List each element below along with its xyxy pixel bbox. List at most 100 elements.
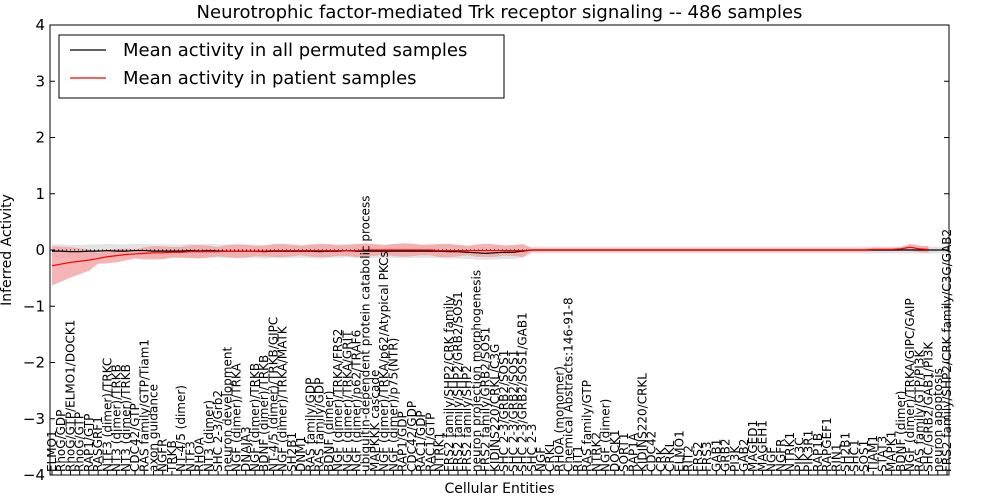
x-tick-label: RAC1/GDP bbox=[414, 410, 428, 472]
x-tick-label: RAS family/GDP bbox=[303, 378, 317, 472]
x-tick-label: RAC1/GTP bbox=[423, 413, 437, 472]
x-axis-ticks: ELMO1RhoG/GDPRhoG/GTP/ELMO1/DOCK1RhoG/GT… bbox=[45, 196, 954, 475]
x-tick-label: NTF3 (dimer)/TRKC bbox=[100, 358, 114, 472]
x-tick-label: SOS1 bbox=[857, 440, 871, 472]
x-tick-label: RAP1/GTP bbox=[82, 414, 96, 472]
x-tick-label: CDC42/GTP bbox=[128, 403, 142, 472]
plot-frame bbox=[49, 24, 950, 476]
x-tick-label: SHC 2-3/GRB2/SOS1 bbox=[497, 350, 511, 472]
x-tick-label: RIT2 bbox=[682, 445, 696, 472]
x-tick-label: GAB1 bbox=[709, 439, 723, 472]
x-tick-label: RAS family/GTP/PI3K bbox=[912, 349, 926, 472]
x-tick-label: MAPK1 bbox=[885, 431, 899, 472]
x-tick-label: SHC 2-3 bbox=[525, 424, 539, 472]
x-tick-label: NTRK2 bbox=[589, 432, 603, 472]
y-tick-label: −3 bbox=[23, 410, 45, 428]
y-tick-label: 4 bbox=[35, 16, 45, 34]
x-axis-title: Cellular Entities bbox=[444, 481, 554, 497]
x-tick-label: SH2B1 bbox=[285, 432, 299, 472]
x-tick-label: ELMO1 bbox=[672, 430, 686, 472]
x-tick-label: RAS family/GTP bbox=[580, 380, 594, 472]
x-tick-label: GRB2 bbox=[719, 438, 733, 472]
y-tick-label: 2 bbox=[35, 129, 45, 147]
legend-box bbox=[58, 34, 505, 99]
x-tick-label: DNM1 bbox=[294, 436, 308, 472]
y-tick-label: −4 bbox=[23, 466, 45, 484]
x-tick-label: SH2B1 bbox=[839, 432, 853, 472]
x-tick-label: neuron development bbox=[220, 347, 234, 472]
x-tick-label: RhoG/GTP bbox=[73, 412, 87, 472]
x-tick-label: NGFR bbox=[774, 438, 788, 472]
x-tick-label: FRS2 family/SHP2/CRK family/C3G/GAB2 bbox=[940, 229, 954, 472]
x-tick-label: NGF bbox=[534, 447, 548, 472]
x-tick-label: TRKB bbox=[165, 440, 179, 473]
x-tick-label: SHC 2-3/GRB2/SOS1/GAB1 bbox=[516, 312, 530, 472]
x-tick-label: NT3 (dimer)/TRKB bbox=[110, 364, 124, 472]
x-tick-label: TIAM1 bbox=[866, 435, 880, 473]
x-tick-label: NGFR bbox=[156, 438, 170, 472]
x-tick-label: NTF3 bbox=[183, 441, 197, 472]
x-tick-label: MAPKKK cascade bbox=[368, 370, 382, 472]
x-tick-label: NT-4/5 (dimer)/TRKB/GIPC bbox=[266, 317, 280, 472]
x-tick-label: MAGED1 bbox=[746, 420, 760, 472]
x-tick-label: RAS family/GTP/Tiam1 bbox=[137, 339, 151, 472]
x-tick-label: KIDINS220/CRKL bbox=[636, 373, 650, 472]
x-tick-label: PI3K bbox=[728, 445, 742, 472]
x-tick-label: CDC42/GDP bbox=[405, 401, 419, 472]
x-tick-label: RAP1B bbox=[811, 433, 825, 472]
x-tick-label: RAP1A bbox=[626, 432, 640, 472]
x-tick-label: CDC42 bbox=[645, 431, 659, 472]
x-tick-label: neuron projection morphogenesis bbox=[469, 270, 483, 472]
x-tick-label: NTRK1 bbox=[433, 432, 447, 472]
x-tick-label: RIT1 bbox=[571, 445, 585, 472]
x-tick-label: BDNF (dimer) bbox=[322, 391, 336, 473]
x-tick-label: STAT3 bbox=[875, 436, 889, 472]
y-tick-label: −2 bbox=[23, 354, 45, 372]
x-tick-label: neuron apoptosis bbox=[931, 368, 945, 472]
x-tick-label: RIN1 bbox=[829, 444, 843, 473]
x-tick-label: axon guidance bbox=[146, 384, 160, 472]
legend: Mean activity in all permuted samples Me… bbox=[58, 34, 505, 99]
x-tick-label: NGF (dimer)/p62/TRAF6 bbox=[349, 330, 363, 472]
x-tick-label: NGF (dimer) bbox=[599, 399, 613, 472]
y-axis-ticks: −4 −3 −2 −1 0 1 2 3 4 bbox=[23, 16, 949, 484]
x-tick-label: FRS3 bbox=[700, 442, 714, 473]
y-tick-label: −1 bbox=[23, 297, 45, 315]
y-axis-title: Inferred Activity bbox=[0, 194, 15, 306]
x-tick-label: RAPGEF1 bbox=[820, 417, 834, 472]
x-tick-label: DNAJA3 bbox=[239, 426, 253, 472]
x-tick-label: FRS2 family/GRB2/SOS1 bbox=[479, 327, 493, 472]
x-tick-label: PIK3C bbox=[792, 437, 806, 472]
x-tick-label: RAS family/GDP bbox=[313, 378, 327, 472]
x-tick-label: BDNF (dimer)/TRKB bbox=[257, 355, 271, 472]
y-tick-label: 3 bbox=[35, 72, 45, 90]
x-tick-label: RhoG/GTP/ELMO1/DOCK1 bbox=[63, 320, 77, 472]
series-line-patient bbox=[51, 246, 929, 267]
x-tick-label: CRKL bbox=[663, 440, 677, 472]
x-tick-label: RHOA (monomer) bbox=[552, 366, 566, 472]
x-tick-label: CRKL bbox=[543, 440, 557, 472]
x-tick-label: NGF bbox=[765, 447, 779, 472]
x-tick-label: BDNF (dimer) bbox=[894, 391, 908, 473]
x-tick-label: CRK bbox=[654, 446, 668, 472]
x-tick-label: FRS2 family/SHP2/CRK family bbox=[442, 296, 456, 472]
y-tick-label: 1 bbox=[35, 185, 45, 203]
legend-label-permuted: Mean activity in all permuted samples bbox=[123, 40, 467, 61]
x-tick-label: ubiquitin-dependent protein catabolic pr… bbox=[359, 196, 373, 472]
x-tick-label: KIDINS220/CRKL/C3G bbox=[488, 344, 502, 472]
x-tick-label: SHC/GRB2/GAB1/PI3K bbox=[922, 341, 936, 472]
x-tick-label: NGF (dimer)/TRKA/GRIT bbox=[340, 330, 354, 472]
x-tick-label: NGF (dimer)/TRKA/FRS2 bbox=[331, 329, 345, 472]
x-tick-label: NT3 (dimer) bbox=[202, 400, 216, 472]
series-lines bbox=[50, 246, 949, 267]
x-tick-label: PIK3R1 bbox=[802, 430, 816, 472]
x-tick-label: RASGRF1 bbox=[91, 416, 105, 472]
x-tick-label: RAP1/GDP bbox=[396, 411, 410, 472]
x-tick-label: GAB2 bbox=[737, 439, 751, 472]
x-tick-label: SHC 2-3/GRB2/SOS1 bbox=[506, 350, 520, 472]
x-tick-label: ELMO1 bbox=[45, 430, 59, 472]
x-tick-label: NGF (dimer)/TRKA/p62/Atypical PKCs bbox=[377, 251, 391, 472]
x-tick-label: FRS2 family/SHP2 bbox=[460, 365, 474, 472]
x-tick-label: RHOA bbox=[193, 436, 207, 472]
